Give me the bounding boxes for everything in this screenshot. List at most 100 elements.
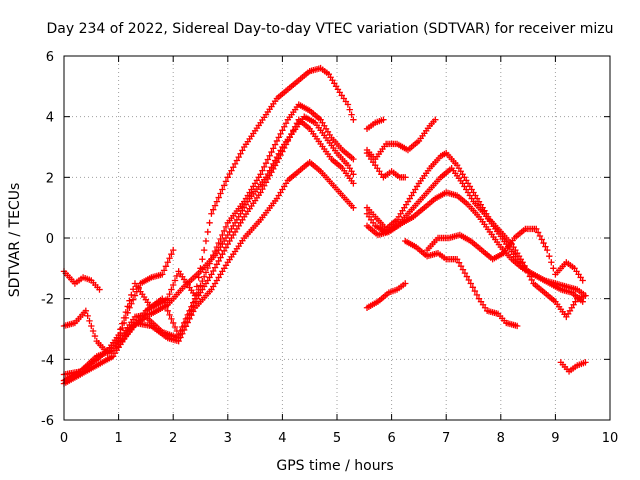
data-point (182, 323, 190, 330)
data-point (210, 206, 217, 213)
data-point (96, 286, 103, 293)
data-point (208, 210, 215, 217)
data-point (536, 232, 544, 240)
data-point (350, 155, 357, 163)
data-point (463, 273, 471, 280)
data-point (82, 307, 90, 314)
data-point (193, 283, 201, 290)
x-tick-label: 5 (333, 431, 341, 446)
data-point (220, 182, 228, 189)
data-point (220, 227, 228, 235)
data-point (533, 225, 540, 233)
data-point (350, 116, 357, 123)
data-point (268, 164, 275, 171)
data-point (262, 174, 270, 181)
data-point (380, 116, 387, 123)
data-point (273, 153, 281, 161)
data-point (402, 174, 409, 181)
data-point (457, 262, 465, 270)
x-tick-label: 0 (60, 431, 68, 446)
data-point (544, 246, 551, 254)
y-tick-label: 2 (46, 171, 54, 186)
data-point (534, 229, 542, 236)
data-point (217, 190, 224, 197)
data-point (173, 272, 181, 280)
data-point (131, 292, 139, 299)
axis-ticks: 0 1 2 3 4 5 6 7 8 9 10 6 4 2 0 -2 -4 -6 (41, 50, 618, 446)
data-point (465, 276, 473, 284)
data-point (126, 297, 133, 304)
data-point (548, 259, 555, 266)
data-point (217, 235, 224, 243)
data-point (542, 243, 549, 250)
data-point (129, 296, 137, 303)
data-point (220, 247, 228, 255)
data-point (513, 322, 521, 330)
x-tick-label: 2 (169, 431, 177, 446)
y-tick-label: 6 (46, 50, 54, 65)
series-arc-6 (115, 158, 357, 351)
data-point (199, 277, 206, 285)
data-point (175, 337, 182, 345)
data-point (261, 182, 268, 189)
data-point (159, 295, 166, 302)
data-point (277, 147, 284, 154)
data-point (540, 239, 547, 247)
data-point (128, 291, 135, 299)
data-point (199, 256, 206, 263)
data-point (164, 307, 171, 314)
series-arc-8 (363, 116, 387, 132)
x-tick-label: 3 (224, 431, 232, 446)
data-point (160, 267, 168, 274)
data-point (546, 253, 553, 260)
data-point (282, 120, 290, 127)
data-point (231, 160, 239, 168)
data-point (222, 178, 230, 185)
data-point (459, 266, 467, 273)
series-arc-1 (60, 268, 103, 293)
data-point (582, 292, 589, 299)
y-tick-label: -2 (41, 293, 54, 308)
data-point (453, 256, 461, 263)
data-point (219, 186, 226, 193)
data-point (346, 106, 353, 113)
data-point (264, 170, 272, 178)
data-point (184, 319, 191, 326)
x-tick-label: 9 (551, 431, 559, 446)
data-point (224, 174, 231, 181)
y-axis-label: SDTVAR / TECUs (7, 183, 23, 298)
data-point (215, 194, 222, 201)
data-point (211, 264, 219, 271)
data-point (89, 327, 97, 335)
data-point (235, 153, 242, 161)
data-point (186, 315, 193, 323)
series-arc-5 (60, 116, 357, 387)
data-point (270, 160, 277, 168)
data-point (432, 116, 439, 123)
data-point (180, 326, 188, 334)
data-point (177, 334, 184, 341)
data-point (171, 323, 179, 331)
data-point (208, 271, 215, 278)
data-point (350, 204, 357, 211)
data-point (271, 157, 279, 164)
x-tick-label: 7 (442, 431, 450, 446)
data-point (262, 159, 270, 167)
x-axis-label: GPS time / hours (276, 458, 393, 474)
data-point (228, 167, 235, 174)
series-arc-15 (402, 237, 521, 330)
data-point (222, 244, 230, 251)
data-point (264, 156, 272, 163)
data-point (179, 330, 186, 337)
series-arc-17 (557, 359, 589, 375)
data-point (164, 295, 171, 302)
series-arc-14 (363, 280, 409, 311)
series-arc-13 (363, 189, 589, 299)
data-point (273, 137, 281, 145)
data-point (84, 312, 91, 320)
y-tick-label: -4 (41, 353, 54, 368)
data-point (230, 164, 237, 171)
data-point (204, 228, 211, 236)
data-point (202, 269, 210, 276)
